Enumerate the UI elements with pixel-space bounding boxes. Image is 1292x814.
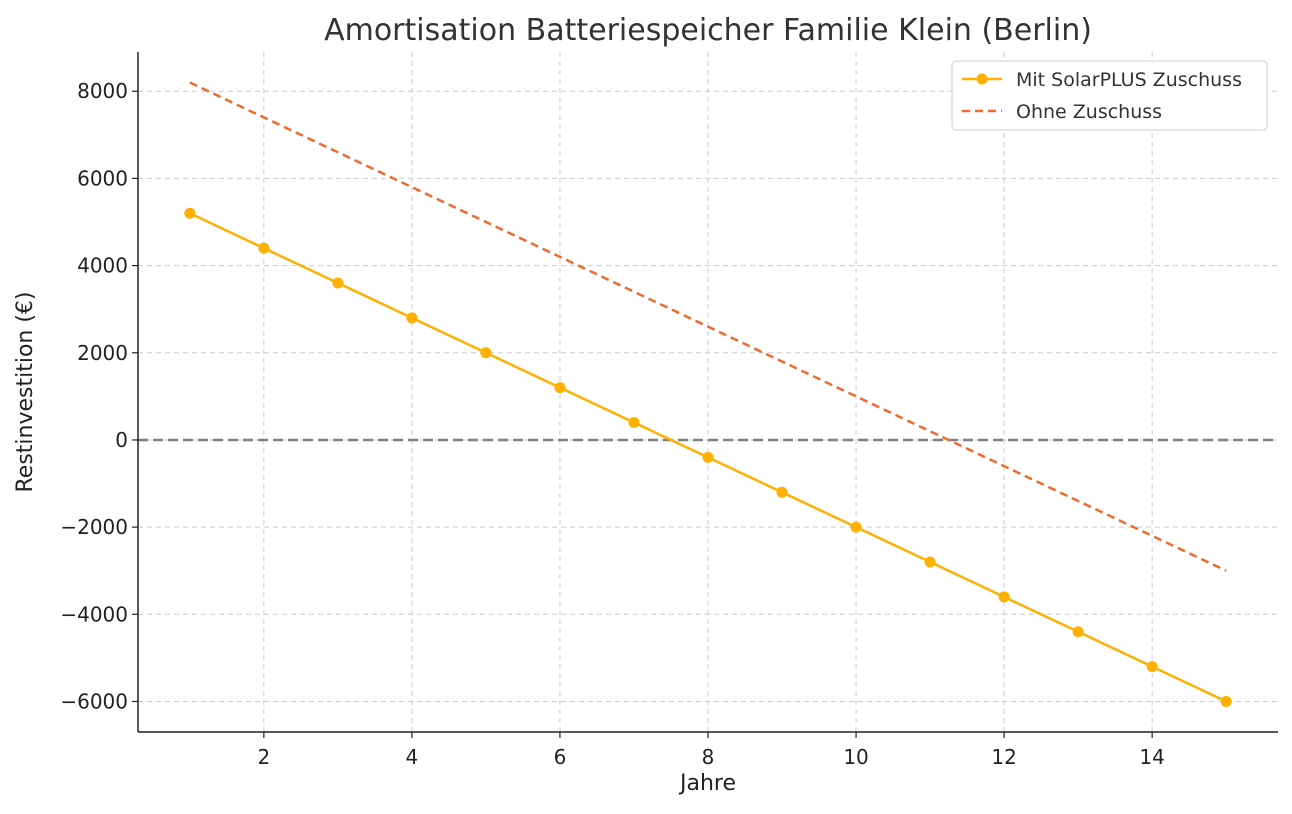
y-tick-label: −6000 — [60, 689, 128, 713]
y-tick-label: 4000 — [77, 254, 128, 278]
x-tick-label: 10 — [843, 745, 868, 769]
data-point — [924, 556, 936, 568]
legend: Mit SolarPLUS Zuschuss Ohne Zuschuss — [951, 60, 1268, 131]
data-point — [776, 486, 788, 498]
grid-lines — [138, 52, 1278, 732]
legend-label-1: Mit SolarPLUS Zuschuss — [1016, 69, 1242, 91]
y-tick-label: −2000 — [60, 515, 128, 539]
data-point — [1072, 626, 1084, 638]
data-point — [480, 347, 492, 359]
series-line-2 — [189, 81, 1227, 572]
legend-label-2: Ohne Zuschuss — [1016, 101, 1162, 123]
x-tick-label: 12 — [991, 745, 1016, 769]
x-axis-label: Jahre — [678, 771, 736, 796]
data-point — [1146, 661, 1158, 673]
data-point — [850, 521, 862, 533]
data-point — [406, 312, 418, 324]
y-tick-label: 2000 — [77, 341, 128, 365]
y-tick-label: 0 — [115, 428, 128, 452]
data-point — [554, 382, 566, 394]
y-axis-label: Restinvestition (€) — [13, 291, 38, 492]
x-tick-label: 2 — [257, 745, 270, 769]
legend-marker — [976, 73, 988, 85]
data-point — [258, 242, 270, 254]
data-point — [702, 451, 714, 463]
y-tick-label: 8000 — [77, 79, 128, 103]
y-tick-label: −4000 — [60, 602, 128, 626]
tick-labels: 2 4 6 8 10 12 14 −6000 −4000 −2000 0 2000 4000 6000 80… — [60, 79, 1165, 769]
data-point — [1220, 695, 1232, 707]
series-lines — [184, 81, 1232, 707]
data-point — [998, 591, 1010, 603]
legend-box — [951, 60, 1268, 131]
x-tick-label: 4 — [406, 745, 419, 769]
y-tick-label: 6000 — [77, 166, 128, 190]
data-point — [332, 277, 344, 289]
chart-title: Amortisation Batteriespeicher Familie Kl… — [324, 13, 1092, 48]
data-point — [184, 207, 196, 219]
x-tick-label: 14 — [1139, 745, 1164, 769]
x-tick-label: 8 — [702, 745, 715, 769]
data-point — [628, 417, 640, 429]
x-tick-label: 6 — [554, 745, 567, 769]
